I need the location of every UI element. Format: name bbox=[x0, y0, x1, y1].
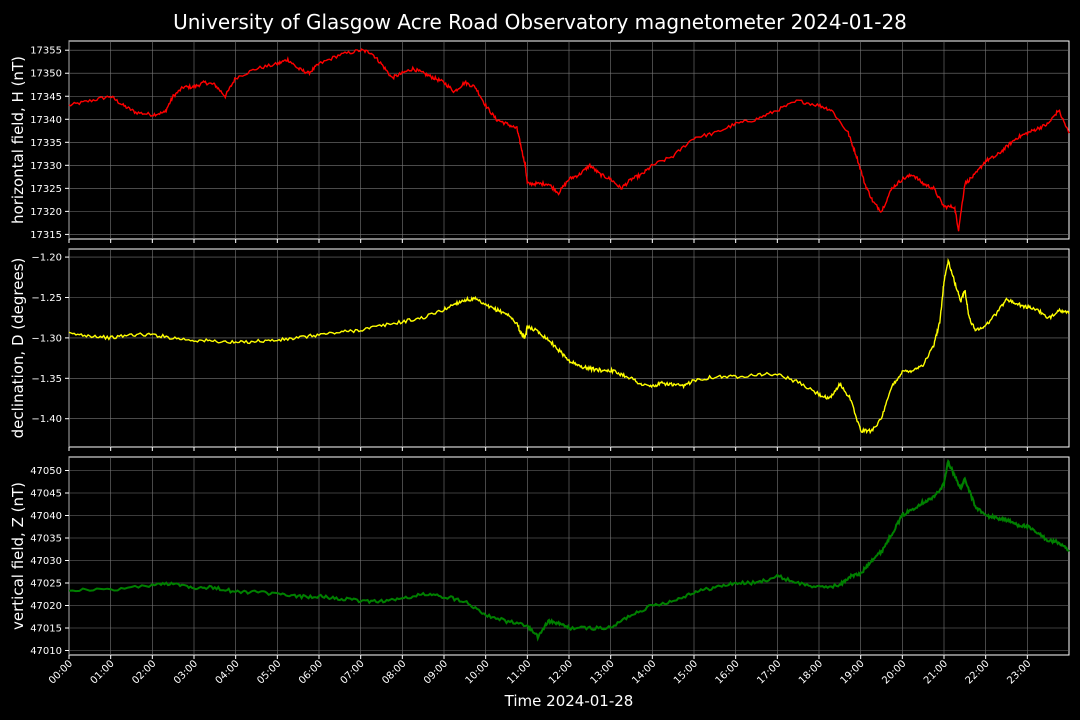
y-tick-label: −1.20 bbox=[31, 253, 62, 264]
horizontal-y-label: horizontal field, H (nT) bbox=[9, 56, 27, 224]
declination-grid bbox=[68, 249, 1069, 451]
x-axis-ticks: 00:00 01:00 02:00 03:00 04:00 05:00 06:00 07:00… bbox=[47, 658, 1033, 686]
x-tick-label: 02:00 bbox=[130, 658, 158, 686]
y-tick-label: 47030 bbox=[30, 556, 62, 567]
x-tick-label: 01:00 bbox=[89, 658, 117, 686]
x-tick-label: 12:00 bbox=[547, 658, 575, 686]
y-tick-label: 17320 bbox=[30, 207, 62, 218]
x-tick-label: 21:00 bbox=[922, 658, 950, 686]
x-tick-label: 23:00 bbox=[1005, 658, 1033, 686]
x-tick-label: 08:00 bbox=[380, 658, 408, 686]
y-tick-label: −1.30 bbox=[31, 333, 62, 344]
y-tick-label: 47010 bbox=[30, 646, 62, 657]
vertical-y-label: vertical field, Z (nT) bbox=[9, 482, 27, 630]
x-tick-label: 09:00 bbox=[422, 658, 450, 686]
y-tick-label: −1.40 bbox=[31, 414, 62, 425]
x-tick-label: 03:00 bbox=[172, 658, 200, 686]
x-tick-label: 10:00 bbox=[464, 658, 492, 686]
y-tick-label: −1.25 bbox=[31, 293, 62, 304]
x-tick-label: 13:00 bbox=[589, 658, 617, 686]
x-tick-label: 18:00 bbox=[797, 658, 825, 686]
x-tick-label: 07:00 bbox=[339, 658, 367, 686]
x-tick-label: 05:00 bbox=[255, 658, 283, 686]
declination-panel: −1.40 −1.35 −1.30 −1.25 −1.20 declination, D… bbox=[9, 248, 1070, 451]
y-tick-label: 47020 bbox=[30, 601, 62, 612]
y-tick-label: 17345 bbox=[30, 92, 62, 103]
x-tick-label: 06:00 bbox=[297, 658, 325, 686]
horizontal-grid bbox=[68, 41, 1069, 243]
vertical-y-ticks: 47010 47015 47020 47025 47030 47035 47040 47045… bbox=[30, 466, 69, 657]
y-tick-label: 47025 bbox=[30, 579, 62, 590]
y-tick-label: 17355 bbox=[30, 46, 62, 57]
x-tick-label: 19:00 bbox=[839, 658, 867, 686]
y-tick-label: 17325 bbox=[30, 184, 62, 195]
x-tick-label: 17:00 bbox=[755, 658, 783, 686]
y-tick-label: 17340 bbox=[30, 115, 62, 126]
x-tick-label: 22:00 bbox=[964, 658, 992, 686]
chart-title: University of Glasgow Acre Road Observat… bbox=[173, 10, 907, 34]
horizontal-field-line bbox=[68, 48, 1070, 232]
y-tick-label: 47035 bbox=[30, 534, 62, 545]
vertical-grid bbox=[68, 457, 1069, 659]
vertical-field-line bbox=[68, 459, 1070, 642]
declination-y-label: declination, D (degrees) bbox=[9, 258, 27, 439]
y-tick-label: 47015 bbox=[30, 624, 62, 635]
y-tick-label: 17315 bbox=[30, 230, 62, 241]
x-axis-label: Time 2024-01-28 bbox=[504, 692, 634, 710]
y-tick-label: −1.35 bbox=[31, 374, 62, 385]
y-tick-label: 17330 bbox=[30, 161, 62, 172]
x-tick-label: 20:00 bbox=[880, 658, 908, 686]
x-tick-label: 14:00 bbox=[630, 658, 658, 686]
vertical-field-panel: 47010 47015 47020 47025 47030 47035 47040 47045… bbox=[9, 456, 1070, 659]
horizontal-y-ticks: 17315 17320 17325 17330 17335 17340 17345 17350… bbox=[30, 46, 69, 241]
x-tick-label: 11:00 bbox=[505, 658, 533, 686]
horizontal-field-panel: 17315 17320 17325 17330 17335 17340 17345 17350… bbox=[9, 40, 1070, 243]
x-tick-label: 15:00 bbox=[672, 658, 700, 686]
y-tick-label: 47050 bbox=[30, 466, 62, 477]
x-tick-label: 16:00 bbox=[714, 658, 742, 686]
x-tick-label: 04:00 bbox=[214, 658, 242, 686]
y-tick-label: 47040 bbox=[30, 511, 62, 522]
x-tick-label: 00:00 bbox=[47, 658, 75, 686]
declination-line bbox=[68, 257, 1070, 435]
y-tick-label: 17350 bbox=[30, 69, 62, 80]
declination-y-ticks: −1.40 −1.35 −1.30 −1.25 −1.20 bbox=[31, 253, 69, 425]
y-tick-label: 17335 bbox=[30, 138, 62, 149]
y-tick-label: 47045 bbox=[30, 489, 62, 500]
